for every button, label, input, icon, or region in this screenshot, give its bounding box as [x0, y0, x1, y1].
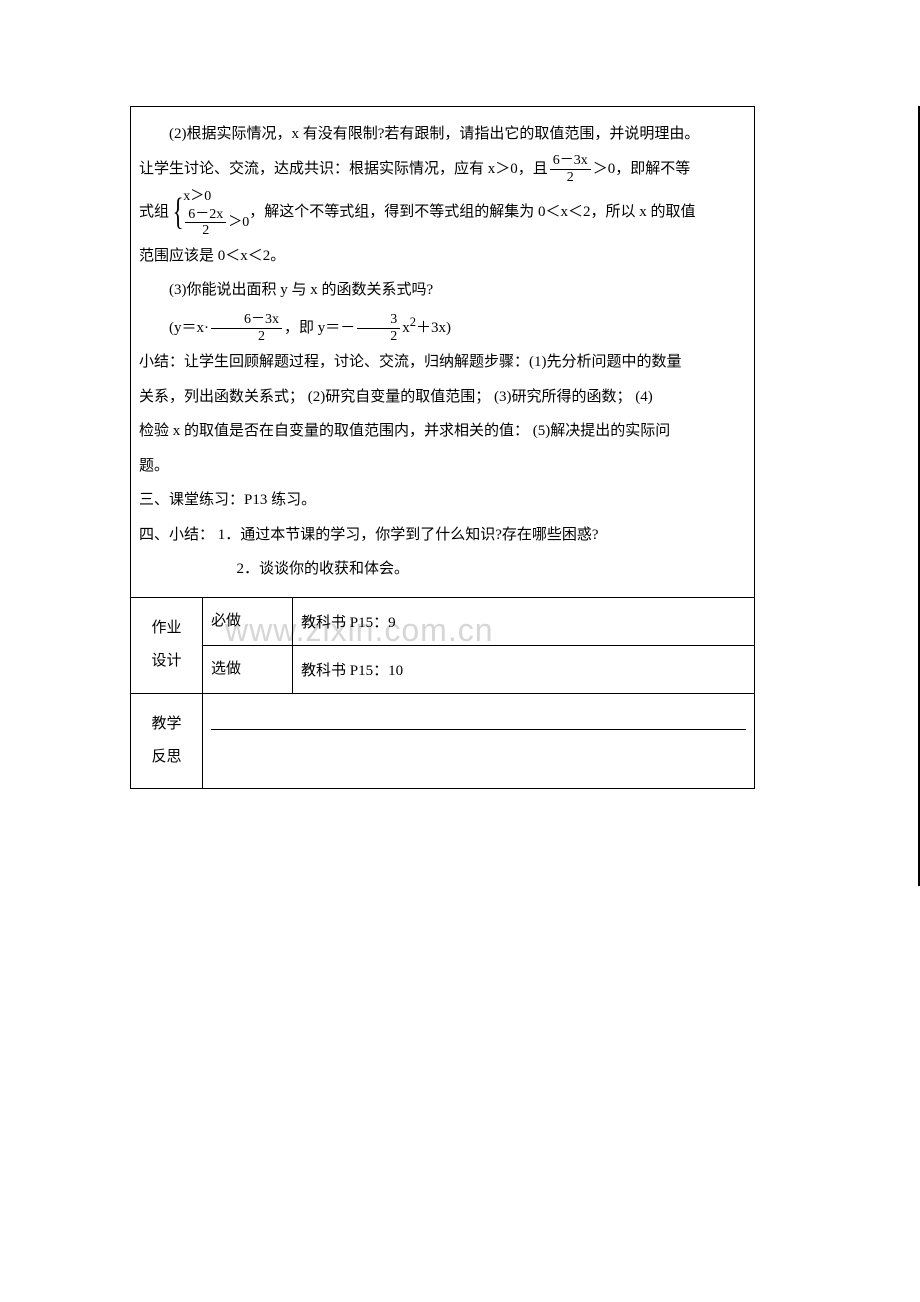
paragraph-summary-4: 题。	[139, 449, 746, 484]
main-content-cell: (2)根据实际情况，x 有没有限制?若有跟制，请指出它的取值范围，并说明理由。 …	[131, 107, 755, 598]
paragraph-inequality: 式组{x＞06－2x2＞0，解这个不等式组，得到不等式组的解集为 0＜x＜2，所…	[139, 186, 746, 239]
homework-label-cell: 作业设计	[131, 597, 203, 693]
brace-content: x＞06－2x2＞0	[183, 186, 249, 239]
text-span: x	[402, 320, 410, 336]
brace-line-2: 6－2x2＞0	[183, 207, 249, 239]
brace-group: {x＞06－2x2＞0	[169, 186, 249, 239]
homework-required-text: 教科书 P15：9	[293, 597, 755, 645]
paragraph-conclusion-1: 四、小结： 1．通过本节课的学习，你学到了什么知识?存在哪些困惑?	[139, 518, 746, 553]
paragraph-exercise: 三、课堂练习：P13 练习。	[139, 483, 746, 518]
frac-denominator: 2	[211, 329, 282, 344]
fraction: 6－3x2	[211, 312, 282, 344]
paragraph-formula: (y＝x·6－3x2，即 y＝－32x2＋3x)	[139, 308, 746, 346]
brace-line-1: x＞0	[183, 186, 249, 207]
text-span: 式组	[139, 204, 169, 220]
reflection-label-cell: 教学反思	[131, 693, 203, 788]
text-span: ＞0，即解不等	[593, 161, 691, 177]
paragraph-q2: (2)根据实际情况，x 有没有限制?若有跟制，请指出它的取值范围，并说明理由。	[139, 117, 746, 152]
paragraph-q3: (3)你能说出面积 y 与 x 的函数关系式吗?	[139, 273, 746, 308]
reflection-content-cell	[203, 693, 755, 788]
frac-denominator: 2	[185, 223, 226, 238]
paragraph-range: 范围应该是 0＜x＜2。	[139, 239, 746, 274]
reflection-line-1	[211, 702, 746, 730]
paragraph-conclusion-2: 2．谈谈你的收获和体会。	[139, 552, 746, 587]
brace-left: {	[173, 193, 184, 231]
reflection-row: 教学反思	[131, 693, 755, 788]
frac-numerator: 6－2x	[185, 207, 226, 223]
homework-row-required: 作业设计 必做 教科书 P15：9	[131, 597, 755, 645]
frac-numerator: 6－3x	[550, 153, 591, 169]
paragraph-summary-2: 关系，列出函数关系式； (2)研究自变量的取值范围； (3)研究所得的函数； (…	[139, 380, 746, 415]
fraction: 6－3x2	[550, 153, 591, 185]
homework-optional-label: 选做	[203, 645, 293, 693]
fraction: 32	[357, 312, 400, 344]
lesson-plan-table: (2)根据实际情况，x 有没有限制?若有跟制，请指出它的取值范围，并说明理由。 …	[130, 106, 755, 789]
frac-numerator: 3	[357, 312, 400, 328]
text-span: ，即 y＝－	[284, 320, 355, 336]
text-span: ＋3x)	[416, 320, 451, 336]
homework-row-optional: 选做 教科书 P15：10	[131, 645, 755, 693]
homework-required-label: 必做	[203, 597, 293, 645]
text-span: (y＝x·	[169, 320, 209, 336]
text-span: 让学生讨论、交流，达成共识：根据实际情况，应有 x＞0，且	[139, 161, 548, 177]
frac-numerator: 6－3x	[211, 312, 282, 328]
paragraph-summary-3: 检验 x 的取值是否在自变量的取值范围内，并求相关的值： (5)解决提出的实际问	[139, 414, 746, 449]
homework-optional-text: 教科书 P15：10	[293, 645, 755, 693]
frac-denominator: 2	[550, 170, 591, 185]
paragraph-summary-1: 小结：让学生回顾解题过程，讨论、交流，归纳解题步骤：(1)先分析问题中的数量	[139, 345, 746, 380]
paragraph-discussion: 让学生讨论、交流，达成共识：根据实际情况，应有 x＞0，且6－3x2＞0，即解不…	[139, 152, 746, 187]
text-span: ＞0	[228, 215, 249, 230]
frac-denominator: 2	[357, 329, 400, 344]
fraction: 6－2x2	[185, 207, 226, 239]
text-span: ，解这个不等式组，得到不等式组的解集为 0＜x＜2，所以 x 的取值	[249, 204, 695, 220]
